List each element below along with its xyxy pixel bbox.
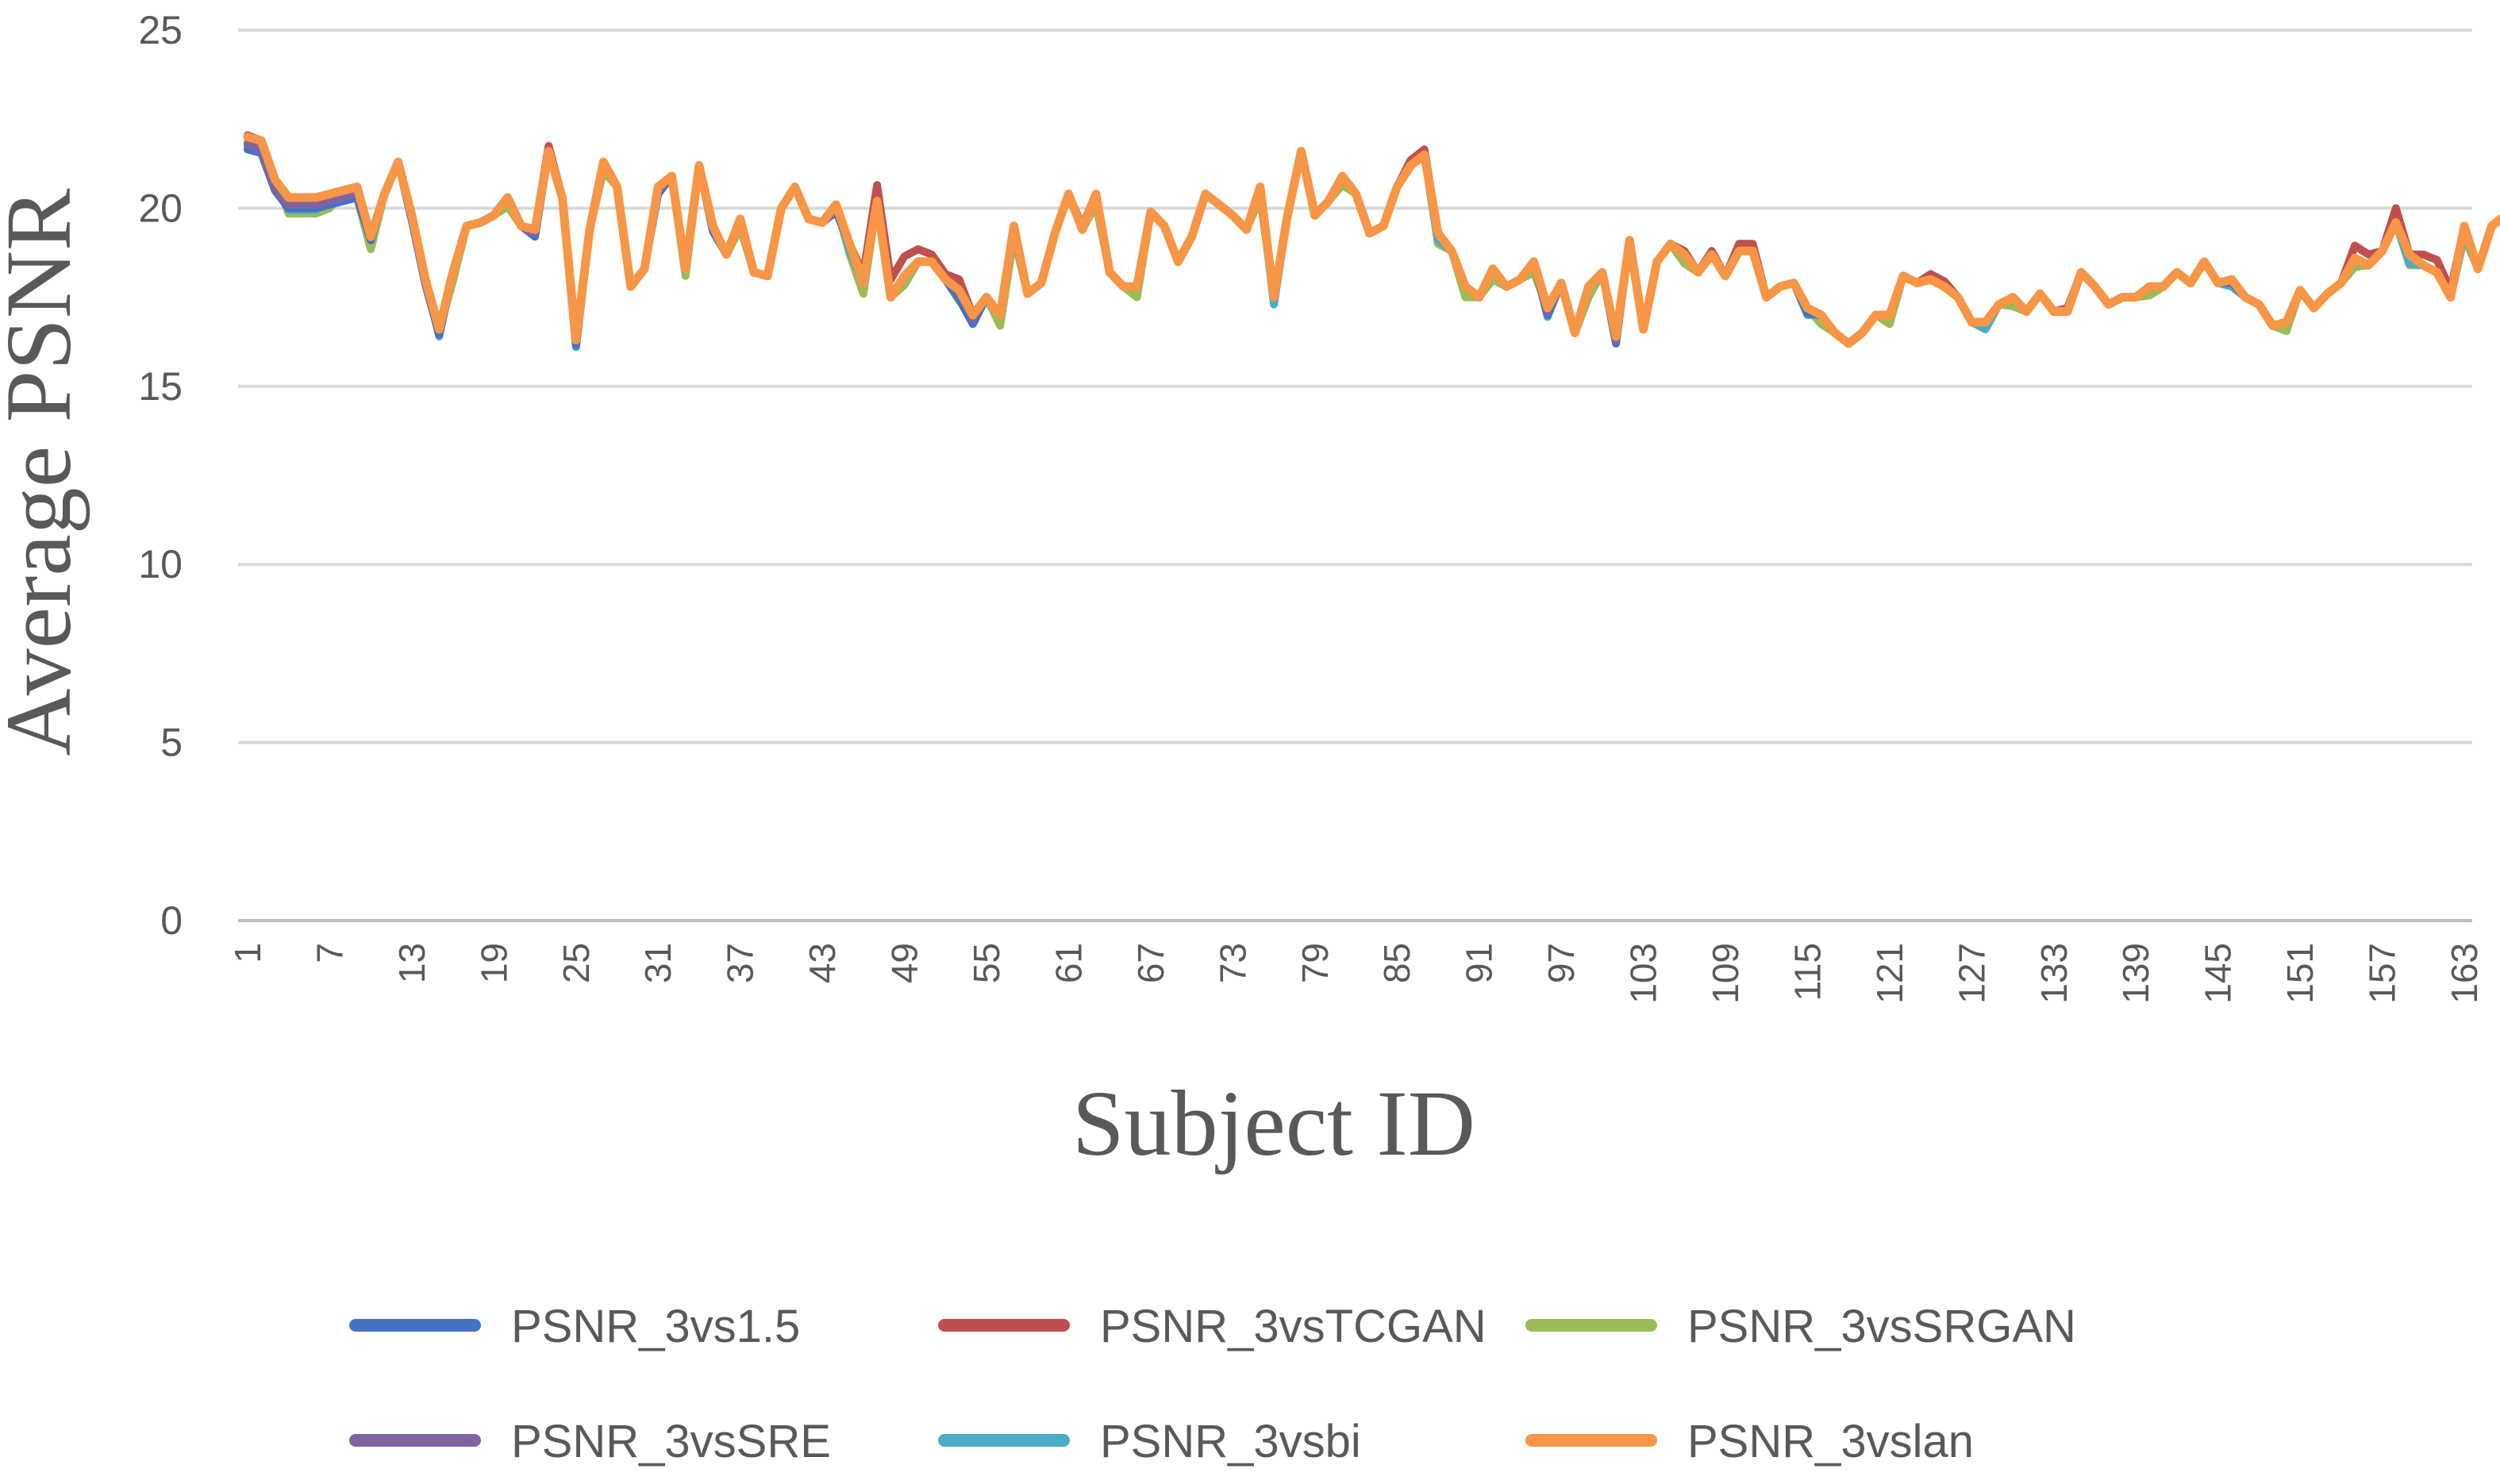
legend-label: PSNR_3vsSRE — [511, 1416, 831, 1467]
x-tick-label: 31 — [637, 943, 679, 983]
series-line-psnr-3vslan — [243, 133, 2500, 348]
x-tick-label: 1 — [227, 943, 268, 963]
x-tick-label: 139 — [2115, 943, 2156, 1004]
y-tick-label: 0 — [160, 898, 183, 943]
x-tick-label: 85 — [1376, 943, 1417, 983]
legend-label: PSNR_3vslan — [1687, 1416, 1974, 1467]
x-tick-label: 103 — [1623, 943, 1664, 1004]
x-tick-label: 115 — [1787, 943, 1828, 1001]
x-tick-label: 43 — [802, 943, 843, 983]
x-tick-label: 91 — [1459, 943, 1500, 983]
x-tick-label: 49 — [884, 943, 925, 983]
series-lines — [243, 131, 2500, 352]
y-tick-label: 25 — [138, 8, 183, 52]
y-tick-label: 15 — [138, 364, 183, 409]
x-tick-label: 79 — [1294, 943, 1336, 983]
x-tick-label: 97 — [1540, 943, 1582, 983]
x-tick-label: 73 — [1212, 943, 1253, 983]
x-tick-label: 55 — [966, 943, 1007, 983]
x-tick-label: 67 — [1130, 943, 1171, 983]
y-axis-title: Average PSNR — [0, 188, 90, 756]
x-tick-label: 163 — [2444, 943, 2485, 1004]
x-tick-label: 121 — [1869, 943, 1910, 1004]
x-tick-label: 133 — [2033, 943, 2075, 1004]
gridlines — [238, 29, 2472, 922]
legend: PSNR_3vs1.5 PSNR_3vsTCGAN PSNR_3vsSRGAN PSN… — [349, 1301, 2076, 1467]
x-tick-label: 151 — [2279, 943, 2321, 1004]
x-tick-label: 7 — [309, 943, 350, 963]
x-tick-label: 127 — [1951, 943, 1992, 1004]
legend-label: PSNR_3vsTCGAN — [1100, 1301, 1487, 1352]
legend-label: PSNR_3vsSRGAN — [1687, 1301, 2076, 1352]
x-tick-label: 13 — [391, 943, 433, 983]
x-tick-label: 145 — [2198, 943, 2239, 1004]
x-tick-label: 157 — [2362, 943, 2403, 1004]
y-tick-labels: 0 5 10 15 20 25 — [138, 8, 183, 943]
x-tick-label: 61 — [1048, 943, 1089, 983]
y-tick-label: 10 — [138, 542, 183, 586]
x-axis-title: Subject ID — [1072, 1071, 1475, 1175]
x-tick-label: 109 — [1705, 943, 1746, 1004]
y-tick-label: 5 — [160, 721, 183, 765]
y-tick-label: 20 — [138, 186, 183, 230]
x-tick-label: 37 — [720, 943, 761, 983]
legend-label: PSNR_3vs1.5 — [511, 1301, 800, 1352]
x-tick-label: 19 — [473, 943, 514, 983]
x-tick-label: 25 — [556, 943, 597, 983]
x-tick-labels: 1 7 13 19 25 31 37 43 49 55 61 67 73 79 85 91 97 103 109 11… — [227, 943, 2485, 1004]
legend-label: PSNR_3vsbi — [1100, 1416, 1361, 1467]
